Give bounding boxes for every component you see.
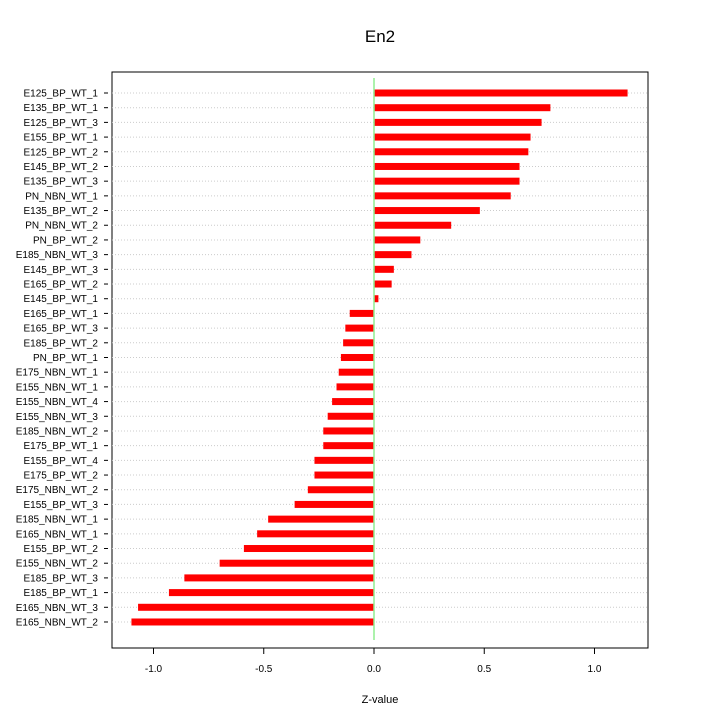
bar [314,456,374,464]
bar [374,251,412,259]
category-label: E155_NBN_WT_4 [16,397,99,408]
category-label: E185_NBN_WT_1 [16,515,99,526]
category-label: E155_BP_WT_2 [24,544,99,555]
bar [294,500,374,508]
bar [314,471,374,479]
category-label: E125_BP_WT_2 [24,147,99,158]
category-label: PN_BP_WT_1 [33,353,98,364]
category-label: E135_BP_WT_2 [24,206,99,217]
bar [374,177,520,185]
category-label: E185_NBN_WT_3 [16,250,99,261]
category-label: E135_BP_WT_1 [24,103,99,114]
bar [374,148,529,156]
bar [268,515,374,523]
category-label: E175_NBN_WT_1 [16,368,99,379]
bar [184,574,374,582]
x-tick-label: 1.0 [588,664,602,675]
category-label: E165_BP_WT_1 [24,309,99,320]
category-label: PN_NBN_WT_2 [25,221,98,232]
grid-lines [112,92,648,623]
bar [374,118,542,126]
category-label: E165_BP_WT_3 [24,324,99,335]
category-label: E165_BP_WT_2 [24,280,99,291]
category-label: E125_BP_WT_1 [24,89,99,100]
category-label: E155_NBN_WT_1 [16,382,99,393]
x-tick-label: 0.5 [477,664,491,675]
category-label: E175_NBN_WT_2 [16,485,99,496]
category-label: PN_BP_WT_2 [33,235,98,246]
x-axis-label: Z-value [362,694,399,706]
bar [374,89,628,97]
bar [374,162,520,170]
category-label: E165_NBN_WT_1 [16,529,99,540]
category-label: E135_BP_WT_3 [24,177,99,188]
bar [374,192,511,200]
bar [343,339,374,347]
bar [374,236,421,244]
plot-frame [111,71,649,649]
category-label: E125_BP_WT_3 [24,118,99,129]
category-label: E155_NBN_WT_2 [16,559,99,570]
category-label: E155_BP_WT_1 [24,133,99,144]
bar [307,486,374,494]
bar [332,398,374,406]
category-label: E185_NBN_WT_2 [16,426,99,437]
bar [374,104,551,112]
bar [374,280,392,288]
bar [138,603,374,611]
x-tick-label: 0.0 [367,664,381,675]
category-label: E165_NBN_WT_2 [16,617,99,628]
bar [345,324,374,332]
chart-title: En2 [365,27,395,46]
bar [338,368,374,376]
category-label: E145_BP_WT_3 [24,265,99,276]
bar [374,133,531,141]
x-tick-label: -0.5 [255,664,273,675]
bar [243,545,374,553]
bar [131,618,374,626]
category-label: E165_NBN_WT_3 [16,603,99,614]
x-tick-label: -1.0 [145,664,163,675]
bar [219,559,374,567]
category-label: E145_BP_WT_1 [24,294,99,305]
category-label: E185_BP_WT_1 [24,588,99,599]
category-label: E185_BP_WT_2 [24,338,99,349]
category-label: E175_BP_WT_1 [24,441,99,452]
bar [168,589,374,597]
bar [257,530,374,538]
category-label: E155_BP_WT_4 [24,456,99,467]
category-label: E145_BP_WT_2 [24,162,99,173]
category-labels: E125_BP_WT_1 E135_BP_WT_1 E125_BP_WT_3 E155… [16,89,108,628]
bar [323,427,374,435]
bar [374,295,379,303]
bars [131,89,628,626]
category-label: E175_BP_WT_2 [24,471,99,482]
bar [323,442,374,450]
bar [374,207,480,215]
bar [336,383,374,391]
bar [374,265,394,273]
category-label: E155_BP_WT_3 [24,500,99,511]
category-label: E185_BP_WT_3 [24,573,99,584]
bar [349,309,374,317]
bar [374,221,452,229]
category-label: PN_NBN_WT_1 [25,191,98,202]
bar [327,412,374,420]
x-axis: -1.0 -0.5 0.0 0.5 1.0 [145,648,602,675]
bar [340,353,374,361]
category-label: E155_NBN_WT_3 [16,412,99,423]
